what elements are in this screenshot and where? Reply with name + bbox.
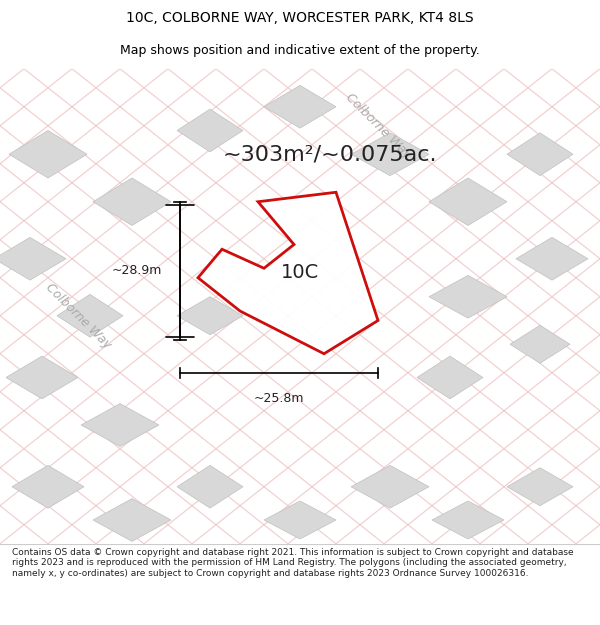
Polygon shape <box>429 276 507 318</box>
Polygon shape <box>516 238 588 280</box>
Polygon shape <box>264 501 336 539</box>
Polygon shape <box>177 466 243 508</box>
Polygon shape <box>432 501 504 539</box>
Text: 10C: 10C <box>281 264 319 282</box>
Polygon shape <box>351 466 429 508</box>
Polygon shape <box>6 356 78 399</box>
Polygon shape <box>81 404 159 446</box>
Polygon shape <box>93 499 171 541</box>
Text: Map shows position and indicative extent of the property.: Map shows position and indicative extent… <box>120 44 480 57</box>
Polygon shape <box>507 133 573 176</box>
Polygon shape <box>0 238 66 280</box>
Text: ~303m²/~0.075ac.: ~303m²/~0.075ac. <box>223 144 437 164</box>
Polygon shape <box>93 178 171 226</box>
Text: ~28.9m: ~28.9m <box>112 264 162 277</box>
Text: ~25.8m: ~25.8m <box>254 392 304 405</box>
Text: Contains OS data © Crown copyright and database right 2021. This information is : Contains OS data © Crown copyright and d… <box>12 548 574 578</box>
Polygon shape <box>264 86 336 128</box>
Polygon shape <box>510 325 570 363</box>
Polygon shape <box>198 192 378 354</box>
Polygon shape <box>12 466 84 508</box>
Polygon shape <box>177 109 243 152</box>
Polygon shape <box>429 178 507 226</box>
Polygon shape <box>351 133 429 176</box>
Text: Colborne Way: Colborne Way <box>43 281 113 351</box>
Text: 10C, COLBORNE WAY, WORCESTER PARK, KT4 8LS: 10C, COLBORNE WAY, WORCESTER PARK, KT4 8… <box>126 11 474 25</box>
Polygon shape <box>417 356 483 399</box>
Polygon shape <box>507 468 573 506</box>
Polygon shape <box>177 297 243 335</box>
Polygon shape <box>57 294 123 337</box>
Text: Colborne Way: Colborne Way <box>343 91 413 161</box>
Polygon shape <box>9 131 87 178</box>
